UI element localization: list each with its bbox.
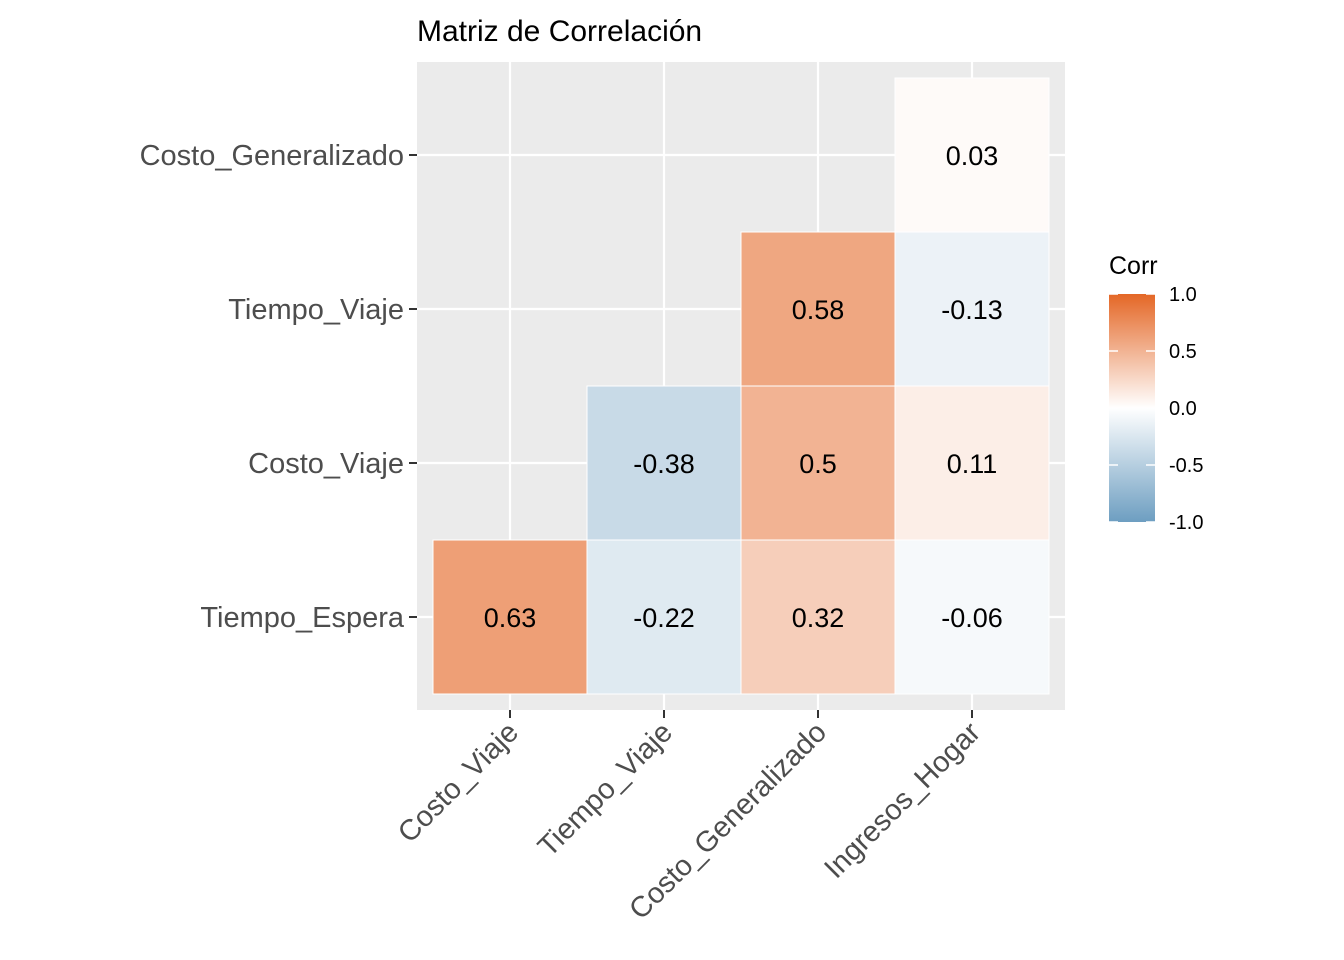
cell-value-label: -0.06 [941,603,1003,633]
y-tick-label: Costo_Generalizado [140,140,404,172]
x-tick-label: Costo_Viaje [392,716,525,849]
heatmap-cell [740,539,896,695]
y-tick-label: Costo_Viaje [248,448,404,480]
cell-value-label: 0.58 [792,295,845,325]
heatmap-cell [432,539,588,695]
heatmap-cell [894,77,1050,233]
cell-value-label: 0.03 [946,141,999,171]
cell-value-label: -0.38 [633,449,695,479]
cell-value-label: 0.11 [947,449,998,479]
cell-value-label: 0.32 [792,603,845,633]
y-tick-label: Tiempo_Espera [200,602,405,634]
cell-value-label: -0.13 [941,295,1003,325]
cell-labels: 0.63 -0.22 0.32 -0.06 -0.38 0.5 0.11 0.58 -0.13 0… [484,141,1003,633]
heatmap-cells [432,77,1050,695]
y-axis: Tiempo_Espera Costo_Viaje Tiempo_Viaje Cost… [140,140,417,634]
x-axis: Costo_Viaje Tiempo_ViajeCosto_Generalizad… [392,710,987,926]
heatmap-cell [586,539,742,695]
legend-tick-label: -0.5 [1169,455,1203,477]
chart-title: Matriz de Correlación [417,15,702,48]
cell-value-label: -0.22 [633,603,695,633]
legend-tick-label: 1.0 [1169,284,1197,306]
y-tick-label: Tiempo_Viaje [228,294,404,326]
cell-value-label: 0.63 [484,603,537,633]
legend-title: Corr [1109,252,1158,280]
heatmap-cell [740,385,896,541]
heatmap-cell [894,539,1050,695]
legend-tick-label: 0.0 [1169,398,1197,420]
x-tick-label: Ingresos_Hogar [818,716,987,885]
heatmap-cell [894,231,1050,387]
legend-tick-label: 0.5 [1169,341,1197,363]
legend-ticks: 1.0 0.5 0.0 -0.5 -1.0 [1109,284,1203,534]
heatmap-cell [586,385,742,541]
legend-tick-label: -1.0 [1169,512,1203,534]
heatmap-cell [894,385,1050,541]
cell-value-label: 0.5 [799,449,837,479]
legend: Corr 1.0 0.5 0.0 -0.5 -1.0 [1109,252,1203,534]
x-tick-label: Tiempo_Viaje [532,716,679,863]
